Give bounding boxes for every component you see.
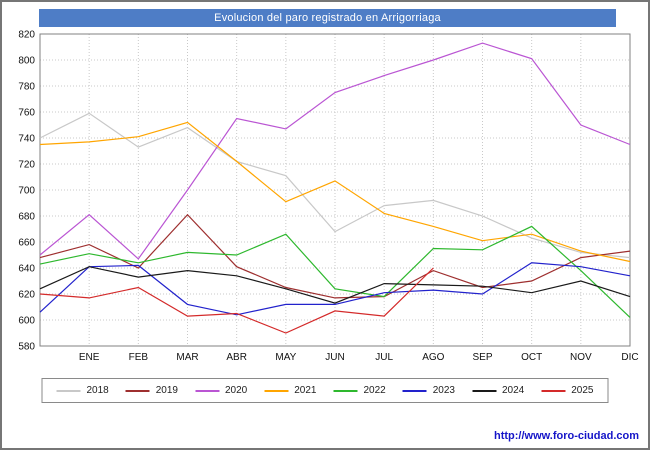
- line-chart: 580 600 620 640 660 680 700 720 740 760 780 800 820 E…: [18, 30, 639, 364]
- svg-text:660: 660: [18, 238, 35, 249]
- svg-text:720: 720: [18, 160, 35, 171]
- series-line-2022: [39, 225, 631, 318]
- series-line-2025: [39, 267, 434, 334]
- legend-item-2025: 2025: [541, 385, 594, 396]
- legend-item-2021: 2021: [264, 385, 317, 396]
- legend-item-2019: 2019: [125, 385, 178, 396]
- series-line-2019: [39, 213, 631, 299]
- legend-item-2022: 2022: [333, 385, 386, 396]
- series-line-2023: [39, 262, 631, 316]
- legend-label-2019: 2019: [155, 385, 178, 396]
- legend-item-2024: 2024: [472, 385, 524, 396]
- legend-swatch-2020: [195, 389, 219, 392]
- legend-swatch-2018: [56, 389, 81, 392]
- svg-text:800: 800: [18, 56, 35, 67]
- legend-label-2018: 2018: [86, 385, 109, 396]
- svg-text:820: 820: [18, 30, 35, 41]
- legend-item-2020: 2020: [195, 385, 247, 396]
- legend: 2018 2019 2020 2021 2022 2023 2024 2025: [41, 378, 609, 403]
- legend-swatch-2019: [125, 389, 150, 392]
- svg-text:ENE: ENE: [79, 352, 100, 363]
- svg-text:AGO: AGO: [422, 352, 444, 363]
- svg-text:780: 780: [18, 82, 35, 93]
- legend-swatch-2025: [541, 389, 566, 392]
- plot-border: [39, 33, 631, 347]
- svg-text:760: 760: [18, 108, 35, 119]
- svg-text:FEB: FEB: [129, 352, 149, 363]
- legend-swatch-2022: [333, 389, 358, 392]
- series-line-2020: [39, 42, 631, 260]
- legend-label-2022: 2022: [363, 385, 386, 396]
- svg-text:OCT: OCT: [521, 352, 542, 363]
- svg-text:680: 680: [18, 212, 35, 223]
- svg-text:600: 600: [18, 316, 35, 327]
- svg-text:ABR: ABR: [226, 352, 247, 363]
- svg-text:MAY: MAY: [275, 352, 296, 363]
- legend-item-2018: 2018: [56, 385, 109, 396]
- svg-text:MAR: MAR: [176, 352, 198, 363]
- legend-label-2020: 2020: [225, 385, 248, 396]
- svg-text:740: 740: [18, 134, 35, 145]
- legend-item-2023: 2023: [402, 385, 455, 396]
- svg-text:JUN: JUN: [325, 352, 344, 363]
- svg-text:620: 620: [18, 290, 35, 301]
- footer-link[interactable]: http://www.foro-ciudad.com: [493, 430, 639, 442]
- y-axis-labels: 580 600 620 640 660 680 700 720 740 760 780 800 820: [18, 30, 35, 353]
- chart-title: Evolucion del paro registrado en Arrigor…: [39, 9, 616, 27]
- svg-text:NOV: NOV: [570, 352, 592, 363]
- svg-text:640: 640: [18, 264, 35, 275]
- legend-label-2024: 2024: [502, 385, 525, 396]
- svg-text:580: 580: [18, 342, 35, 353]
- series-line-2018: [39, 112, 631, 259]
- svg-text:DIC: DIC: [621, 352, 638, 363]
- legend-label-2025: 2025: [571, 385, 594, 396]
- legend-label-2023: 2023: [432, 385, 455, 396]
- legend-swatch-2023: [402, 389, 427, 392]
- grid: [39, 33, 631, 347]
- legend-swatch-2021: [264, 389, 289, 392]
- legend-swatch-2024: [472, 389, 496, 392]
- series-line-2024: [39, 266, 631, 304]
- series-line-2021: [39, 121, 631, 263]
- svg-text:700: 700: [18, 186, 35, 197]
- svg-text:SEP: SEP: [472, 352, 492, 363]
- legend-label-2021: 2021: [294, 385, 317, 396]
- x-axis-labels: ENE FEB MAR ABR MAY JUN JUL AGO SEP OCT NOV DIC: [79, 352, 639, 363]
- svg-text:JUL: JUL: [375, 352, 393, 363]
